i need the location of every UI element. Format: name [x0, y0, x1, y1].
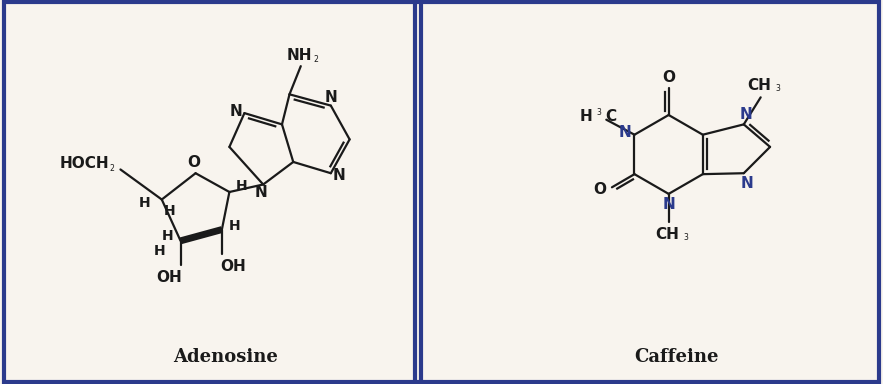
- Text: N: N: [619, 125, 631, 140]
- Text: H: H: [154, 244, 166, 258]
- Text: H: H: [139, 196, 151, 210]
- Text: H: H: [236, 179, 247, 194]
- Text: N: N: [255, 185, 268, 200]
- Text: HOCH: HOCH: [60, 156, 109, 171]
- Text: N: N: [739, 108, 752, 122]
- Text: O: O: [593, 182, 607, 197]
- Text: CH: CH: [655, 227, 679, 242]
- Text: $_3$: $_3$: [683, 232, 690, 244]
- Text: N: N: [230, 104, 243, 119]
- Text: N: N: [662, 197, 675, 212]
- Text: N: N: [741, 176, 753, 191]
- Text: Caffeine: Caffeine: [634, 348, 719, 366]
- Text: N: N: [324, 90, 337, 105]
- Text: NH: NH: [286, 48, 312, 63]
- Text: $_3$: $_3$: [596, 107, 603, 119]
- Text: $_2$: $_2$: [109, 162, 116, 175]
- Text: H: H: [579, 109, 592, 124]
- Text: $_3$: $_3$: [775, 83, 781, 95]
- Text: $_2$: $_2$: [313, 53, 320, 66]
- Text: CH: CH: [747, 78, 771, 93]
- Text: OH: OH: [156, 270, 182, 285]
- Text: N: N: [333, 167, 345, 183]
- Text: H: H: [163, 204, 175, 218]
- Text: C: C: [605, 109, 616, 124]
- Text: O: O: [662, 70, 675, 85]
- Text: O: O: [187, 155, 200, 170]
- Text: Adenosine: Adenosine: [173, 348, 278, 366]
- Text: H: H: [162, 229, 173, 243]
- Text: H: H: [230, 219, 241, 233]
- Text: OH: OH: [220, 259, 246, 274]
